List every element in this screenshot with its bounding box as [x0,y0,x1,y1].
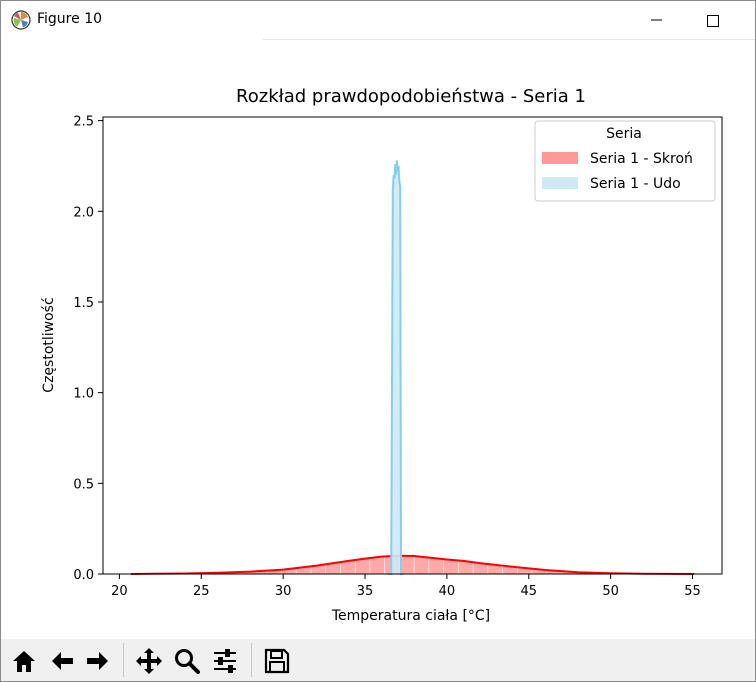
matplotlib-logo-icon [11,10,31,30]
chart-svg[interactable]: Rozkład prawdopodobieństwa - Seria 1 20 2… [1,41,755,639]
home-button[interactable] [7,644,39,676]
y-tick-label: 2.5 [73,115,94,130]
toolbar-separator [123,643,124,677]
pan-icon [136,648,162,674]
legend-title: Seria [606,126,642,142]
minimize-button[interactable] [633,5,679,35]
y-tick-label: 2.0 [73,205,94,220]
legend-frame [534,120,716,202]
configure-subplots-button[interactable] [208,644,240,676]
x-tick-label: 20 [111,584,128,599]
y-tick-label: 1.0 [73,387,94,402]
title-bar[interactable]: Figure 10 [1,1,755,39]
back-arrow-icon [52,652,73,670]
x-tick-label: 30 [275,584,292,599]
forward-button[interactable] [81,644,113,676]
legend: Seria Seria 1 - Skroń Seria 1 - Udo [534,120,716,202]
legend-label-udo: Seria 1 - Udo [590,176,681,192]
x-tick-label: 25 [193,584,210,599]
plot-canvas[interactable]: Rozkład prawdopodobieństwa - Seria 1 20 2… [1,41,755,639]
window-title: Figure 10 [37,11,103,27]
y-axis-label: Częstotliwość [41,297,57,392]
plot-layer [130,160,695,575]
subplots-config-icon [214,649,236,673]
ticks-layer: 20 25 30 35 40 45 50 55 0.0 0.5 1.0 1.5 2.0 2.5 [73,115,700,599]
y-tick-label: 0.0 [73,568,94,583]
save-icon [264,648,290,674]
back-button[interactable] [45,644,77,676]
series-line-udo [387,160,405,575]
maximize-button[interactable] [690,5,736,35]
x-tick-label: 45 [520,584,537,599]
x-tick-label: 35 [357,584,374,599]
x-tick-label: 40 [439,584,456,599]
forward-arrow-icon [87,652,108,670]
maximize-icon [707,15,719,27]
x-tick-label: 50 [602,584,619,599]
legend-swatch-skron [542,152,578,164]
axes-frame [102,116,723,575]
chart-title: Rozkład prawdopodobieństwa - Seria 1 [236,86,586,107]
series-line-skron [130,554,695,575]
legend-label-skron: Seria 1 - Skroń [590,151,693,167]
zoom-icon [175,649,200,674]
x-tick-label: 55 [684,584,701,599]
x-axis-label: Temperatura ciała [°C] [331,608,490,624]
navigation-toolbar [1,639,755,681]
minimize-icon [651,19,662,21]
toolbar-separator [251,643,252,677]
y-tick-label: 1.5 [73,296,94,311]
series-area-skron [130,555,695,574]
home-icon [13,651,35,672]
zoom-button[interactable] [170,644,202,676]
save-button[interactable] [260,644,292,676]
y-tick-label: 0.5 [73,477,94,492]
title-separator [263,39,755,40]
legend-swatch-udo [542,177,578,189]
pan-button[interactable] [132,644,164,676]
